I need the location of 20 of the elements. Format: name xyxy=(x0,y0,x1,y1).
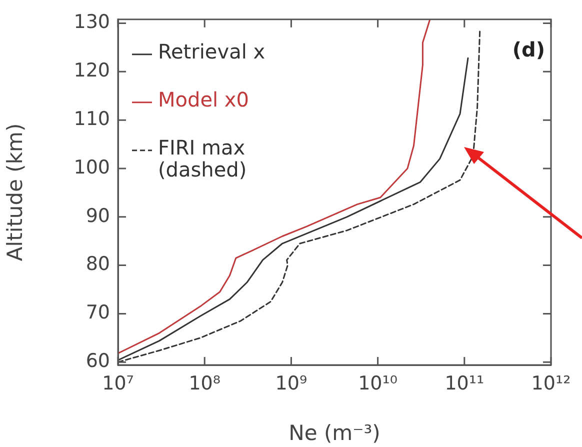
legend-label: Model x0 xyxy=(158,88,249,112)
x-axis-title: Ne (m⁻³) xyxy=(288,420,380,445)
x-tick-label: 10⁷ xyxy=(102,372,134,394)
y-tick-label: 70 xyxy=(86,302,110,324)
y-tick-label: 80 xyxy=(86,253,110,276)
x-tick-label: 10⁸ xyxy=(188,372,220,394)
x-tick-label: 10¹² xyxy=(531,372,571,394)
y-tick-label: 90 xyxy=(86,204,110,227)
x-tick-label: 10⁹ xyxy=(275,372,308,394)
legend-label: FIRI max (dashed) xyxy=(158,136,247,182)
y-tick-label: 60 xyxy=(86,350,110,372)
legend-label: Retrieval x xyxy=(158,40,266,64)
y-axis-title: Altitude (km) xyxy=(3,123,28,262)
y-tick-label: 100 xyxy=(74,156,110,178)
y-tick-label: 110 xyxy=(74,108,110,130)
y-tick-label: 130 xyxy=(74,11,110,34)
x-tick-label: 10¹¹ xyxy=(444,372,484,394)
x-tick-label: 10¹⁰ xyxy=(358,372,398,394)
y-tick-label: 120 xyxy=(74,60,110,82)
annotation: (d) xyxy=(512,38,545,62)
